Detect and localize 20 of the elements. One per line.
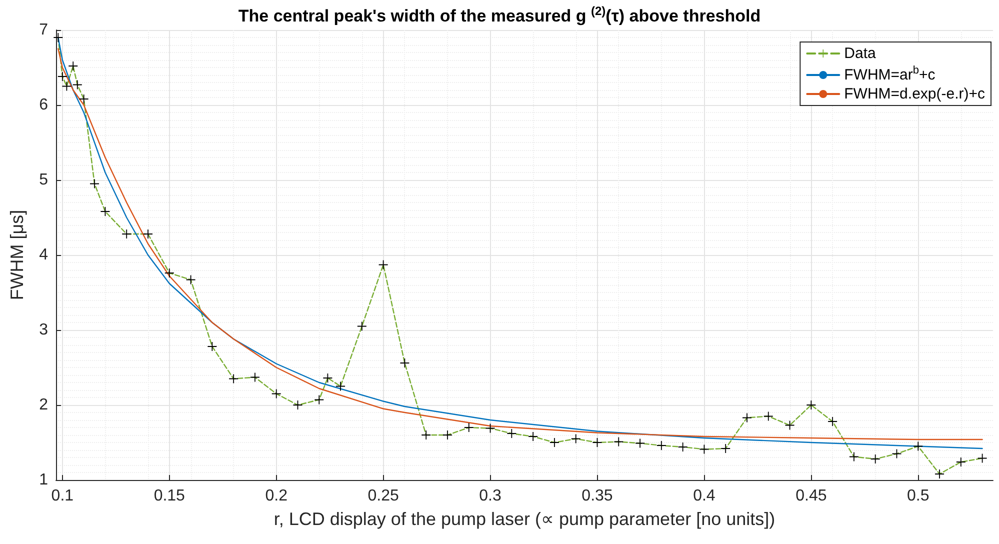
legend-label: FWHM=d.exp(-e.r)+c <box>844 86 986 102</box>
y-tick-label: 4 <box>39 246 48 264</box>
y-tick-label: 2 <box>39 396 48 414</box>
y-tick-label: 1 <box>39 472 48 488</box>
x-tick-label: 0.35 <box>582 488 613 504</box>
y-tick-label: 6 <box>39 96 48 114</box>
x-tick-label: 0.4 <box>693 488 716 504</box>
x-tick-label: 0.3 <box>479 488 502 504</box>
x-tick-label: 0.2 <box>265 488 288 504</box>
x-tick-label: 0.1 <box>51 488 74 504</box>
y-tick-label: 7 <box>39 22 48 38</box>
x-tick-label: 0.5 <box>907 488 930 504</box>
y-axis-title: FWHM [μs] <box>7 210 27 300</box>
legend-label: Data <box>844 45 876 62</box>
x-tick-label: 0.15 <box>154 488 186 504</box>
x-tick-label: 0.45 <box>796 488 827 504</box>
x-axis-title: r, LCD display of the pump laser (∝ pump parameter [no units]) <box>274 509 776 529</box>
y-tick-label: 3 <box>39 322 48 338</box>
x-tick-label: 0.25 <box>368 488 399 504</box>
y-tick-label: 5 <box>39 172 48 188</box>
